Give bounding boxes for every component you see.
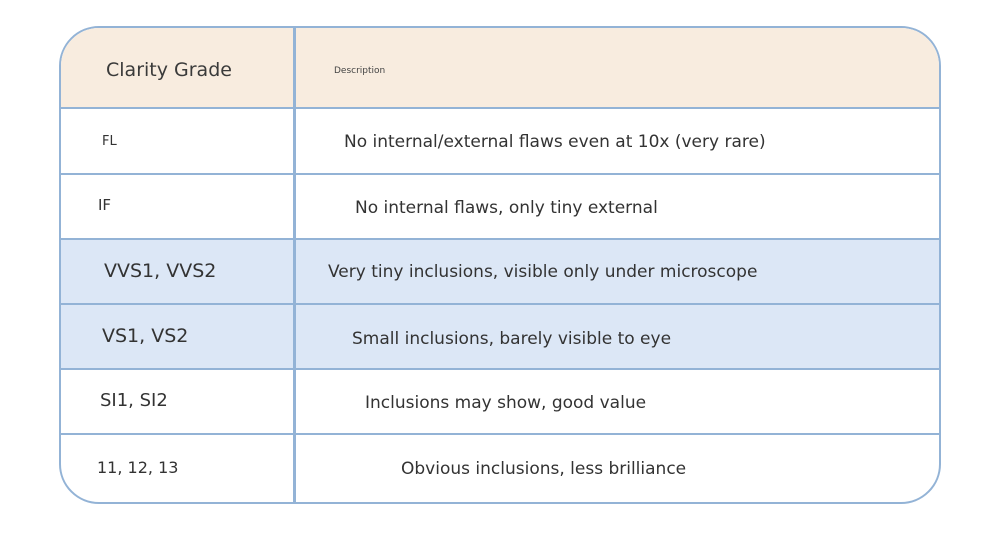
table-row: VVS1, VVS2 Very tiny inclusions, visible… (61, 240, 939, 305)
grade-cell: VS1, VS2 (102, 325, 189, 347)
table-row: SI1, SI2 Inclusions may show, good value (61, 370, 939, 435)
column-divider (293, 28, 296, 502)
description-cell: No internal flaws, only tiny external (355, 198, 658, 218)
description-cell: Small inclusions, barely visible to eye (352, 329, 672, 349)
description-cell: Very tiny inclusions, visible only under… (328, 262, 758, 282)
grade-cell: FL (102, 134, 117, 149)
description-cell: Inclusions may show, good value (365, 393, 647, 413)
table-row: VS1, VS2 Small inclusions, barely visibl… (61, 305, 939, 370)
grade-cell: VVS1, VVS2 (104, 260, 217, 282)
table-row: IF No internal flaws, only tiny external (61, 175, 939, 240)
header-description: Description (334, 66, 386, 76)
table-row: 11, 12, 13 Obvious inclusions, less bril… (61, 435, 939, 502)
description-cell: Obvious inclusions, less brilliance (401, 459, 687, 479)
header-clarity-grade: Clarity Grade (106, 59, 232, 81)
grade-cell: IF (98, 196, 112, 214)
table-row: FL No internal/external flaws even at 10… (61, 109, 939, 175)
grade-cell: 11, 12, 13 (97, 458, 179, 477)
clarity-grade-table: Clarity Grade Description FL No internal… (59, 26, 941, 504)
table-header-row: Clarity Grade Description (61, 28, 939, 109)
description-cell: No internal/external flaws even at 10x (… (344, 132, 766, 152)
grade-cell: SI1, SI2 (100, 390, 168, 411)
